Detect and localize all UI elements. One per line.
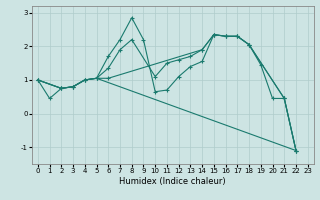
X-axis label: Humidex (Indice chaleur): Humidex (Indice chaleur)	[119, 177, 226, 186]
